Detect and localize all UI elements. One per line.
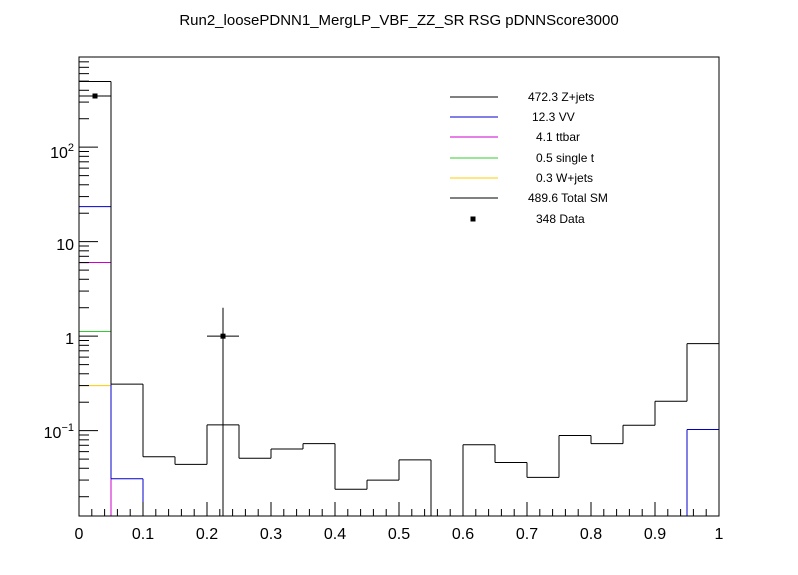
y-tick-label-1: 1 <box>65 331 74 348</box>
x-tick-label: 0 <box>75 526 84 543</box>
plot-frame <box>78 56 720 517</box>
legend-label-total-sm: 489.6 Total SM <box>528 191 608 205</box>
legend-label-ttbar: 4.1 ttbar <box>536 130 580 144</box>
x-tick-label: 0.6 <box>452 526 474 543</box>
chart-title: Run2_loosePDNN1_MergLP_VBF_ZZ_SR RSG pDN… <box>179 12 618 29</box>
y-axis-labels: 102 10 1 10−1 <box>44 142 74 442</box>
legend-label-wjets: 0.3 W+jets <box>536 171 593 185</box>
data-points-layer <box>79 93 239 516</box>
x-tick-label: 0.4 <box>324 526 346 543</box>
data-marker <box>92 93 98 99</box>
x-tick-label: 0.8 <box>580 526 602 543</box>
legend-label-vv: 12.3 VV <box>532 110 575 124</box>
series-single-t <box>79 331 719 517</box>
x-tick-label: 0.2 <box>196 526 218 543</box>
y-axis-ticks <box>79 56 98 498</box>
series-z-jets <box>79 80 719 517</box>
x-axis-labels: 0 0.1 0.2 0.3 0.4 0.5 0.6 0.7 0.8 0.9 1 <box>75 526 724 543</box>
y-tick-label-10: 10 <box>56 237 74 254</box>
x-tick-label: 1 <box>715 526 724 543</box>
y-tick-label-0.1: 10−1 <box>44 422 74 442</box>
legend-label-data: 348 Data <box>536 212 585 226</box>
legend-label-single-t: 0.5 single t <box>536 151 595 165</box>
x-tick-label: 0.5 <box>388 526 410 543</box>
histogram-layer <box>79 80 719 517</box>
x-axis-ticks <box>78 502 720 516</box>
y-tick-label-100: 102 <box>50 142 74 162</box>
series-w-jets <box>79 385 719 517</box>
x-tick-label: 0.1 <box>132 526 154 543</box>
legend-marker-data <box>470 216 476 222</box>
data-point <box>79 93 111 99</box>
data-point <box>207 307 239 516</box>
x-tick-label: 0.9 <box>644 526 666 543</box>
x-tick-label: 0.7 <box>516 526 538 543</box>
legend-label-zjets: 472.3 Z+jets <box>528 90 594 104</box>
data-marker <box>220 333 226 339</box>
x-tick-label: 0.3 <box>260 526 282 543</box>
legend: 472.3 Z+jets 12.3 VV 4.1 ttbar 0.5 singl… <box>450 90 608 226</box>
